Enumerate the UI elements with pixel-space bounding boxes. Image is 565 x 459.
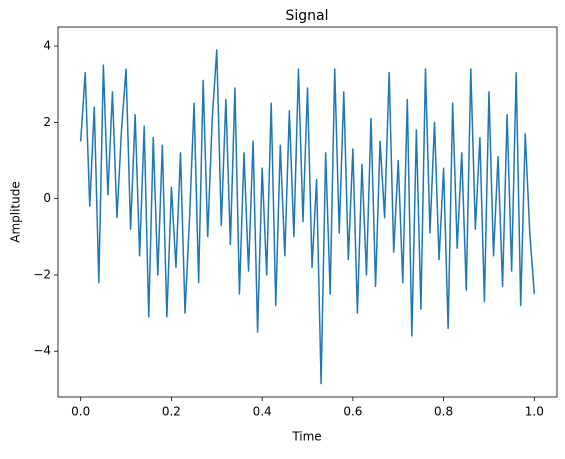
chart-title: Signal <box>285 8 328 24</box>
x-tick-label: 0.6 <box>343 405 362 419</box>
axes-frame <box>57 26 558 398</box>
y-tick-label: 2 <box>43 115 51 129</box>
y-tick-label: −2 <box>33 267 51 281</box>
y-tick-label: 4 <box>43 39 51 53</box>
x-tick-label: 0.0 <box>71 405 90 419</box>
y-tick-label: −4 <box>33 344 51 358</box>
signal-line <box>79 49 536 385</box>
x-tick-label: 0.8 <box>434 405 453 419</box>
x-axis-label: Time <box>291 430 321 444</box>
x-tick-label: 0.2 <box>162 405 181 419</box>
y-tick-label: 0 <box>43 191 51 205</box>
x-tick-label: 0.4 <box>253 405 272 419</box>
y-axis-label: Amplitude <box>9 181 23 243</box>
x-tick-label: 1.0 <box>525 405 544 419</box>
